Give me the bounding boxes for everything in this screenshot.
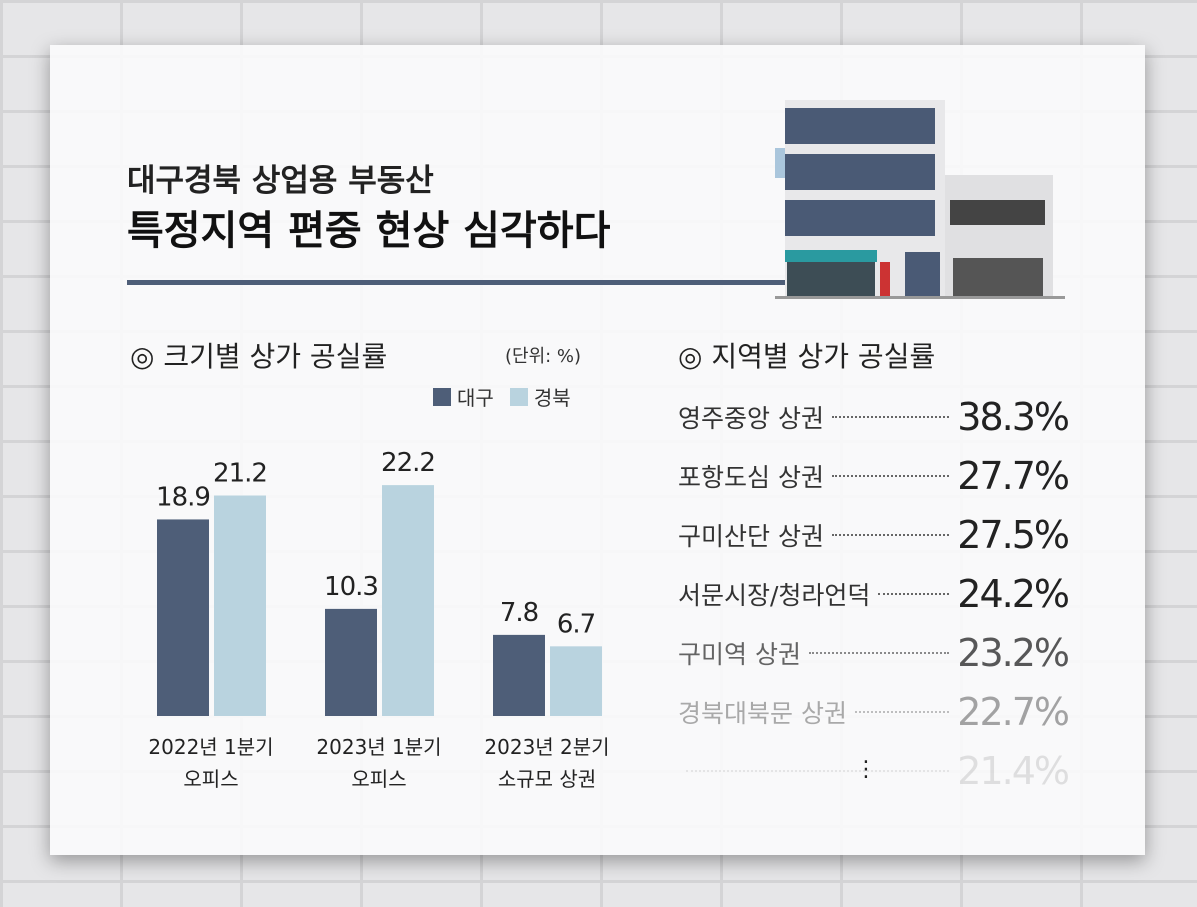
category-label: 2022년 1분기 — [148, 735, 273, 759]
region-list-item: 영주중앙 상권 38.3% — [678, 395, 1070, 439]
region-label: 포항도심 상권 — [678, 463, 824, 492]
region-value: 27.5% — [957, 513, 1070, 557]
legend-swatch-daegu — [433, 387, 451, 406]
leader-dots — [831, 475, 950, 477]
data-label: 21.2 — [213, 459, 267, 489]
category-label: 2023년 1분기 — [316, 735, 441, 759]
title-line1: 대구경북 상업용 부동산 — [127, 163, 434, 199]
title-line2: 특정지역 편중 현상 심각하다 — [127, 208, 611, 254]
bar — [157, 519, 209, 716]
legend-label-daegu: 대구 — [457, 386, 494, 410]
region-value: 22.7% — [957, 690, 1070, 734]
region-label: 영주중앙 상권 — [678, 404, 824, 433]
data-label: 18.9 — [156, 482, 210, 512]
category-label: 오피스 — [183, 767, 238, 791]
title-divider — [127, 280, 787, 285]
region-list-item: 구미산단 상권 27.5% — [678, 513, 1070, 557]
leader-dots — [808, 652, 950, 654]
leader-dots — [878, 593, 950, 595]
data-label: 22.2 — [381, 448, 435, 478]
category-label: 소규모 상권 — [498, 767, 596, 791]
leader-dots — [831, 534, 950, 536]
leader-dots — [686, 770, 950, 772]
legend: 대구 경북 — [433, 382, 571, 411]
data-label: 10.3 — [324, 572, 378, 602]
unit-label: (단위: %) — [505, 346, 582, 367]
region-value: 21.4% — [957, 749, 1070, 793]
size-vacancy-heading: ◎ 크기별 상가 공실률 — [130, 340, 388, 373]
category-label: 2023년 2분기 — [484, 735, 609, 759]
region-list-item: 구미역 상권 23.2% — [678, 631, 1070, 675]
bar — [382, 485, 434, 716]
bar — [550, 646, 602, 716]
more-indicator: ⋮ — [855, 757, 877, 782]
leader-dots — [831, 416, 950, 418]
building-illustration — [775, 100, 1065, 299]
bar — [325, 608, 377, 716]
legend-swatch-gyeongbuk — [509, 387, 528, 406]
region-label: 서문시장/청라언덕 — [678, 581, 871, 610]
data-label: 7.8 — [500, 598, 538, 628]
region-label: 구미역 상권 — [678, 640, 801, 669]
region-value: 23.2% — [957, 631, 1070, 675]
leader-dots — [854, 711, 950, 713]
bar — [493, 634, 545, 716]
bar — [214, 495, 266, 716]
region-list-item: 서문시장/청라언덕 24.2% — [678, 572, 1070, 616]
data-label: 6.7 — [557, 609, 595, 639]
region-value: 24.2% — [957, 572, 1070, 616]
region-value: 27.7% — [957, 454, 1070, 498]
region-list-item: 21.4% — [678, 749, 1070, 793]
category-label: 오피스 — [351, 767, 406, 791]
legend-label-gyeongbuk: 경북 — [533, 386, 571, 410]
region-label: 경북대북문 상권 — [678, 699, 847, 728]
region-list-item: 경북대북문 상권 22.7% — [678, 690, 1070, 734]
region-label: 구미산단 상권 — [678, 522, 824, 551]
region-list-item: 포항도심 상권 27.7% — [678, 454, 1070, 498]
region-value: 38.3% — [957, 395, 1070, 439]
region-vacancy-heading: ◎ 지역별 상가 공실률 — [678, 340, 936, 373]
